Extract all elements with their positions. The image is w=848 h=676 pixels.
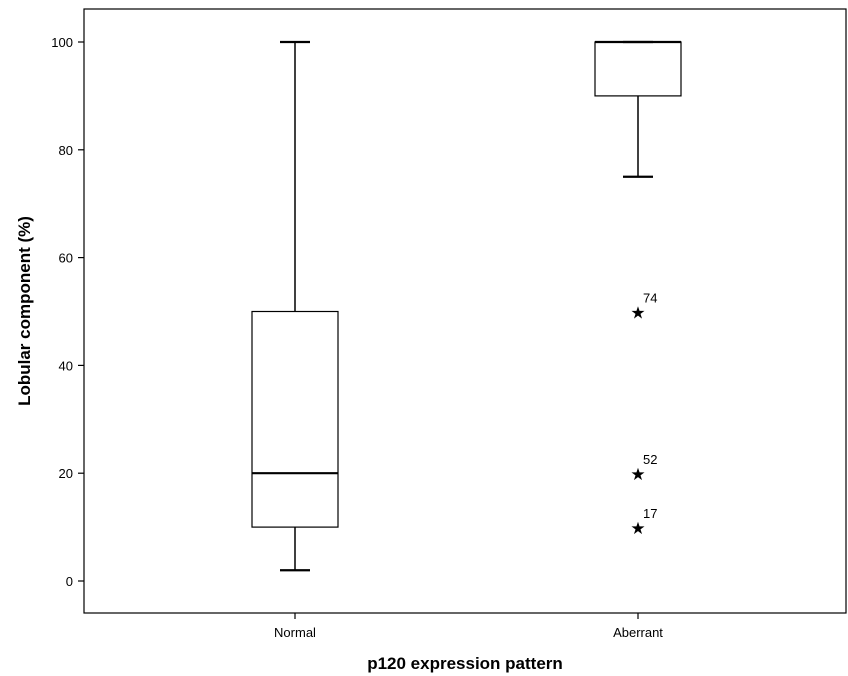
y-tick-label: 20 [59, 466, 73, 481]
outlier-label: 52 [643, 452, 657, 467]
x-tick-label: Normal [274, 625, 316, 640]
outlier-label: 74 [643, 291, 657, 306]
y-tick-label: 100 [51, 35, 73, 50]
y-tick-label: 0 [66, 574, 73, 589]
interquartile-box [252, 312, 338, 528]
y-axis-title: Lobular component (%) [15, 216, 34, 406]
y-tick-label: 40 [59, 358, 73, 373]
x-axis-title: p120 expression pattern [367, 654, 563, 673]
x-tick-label: Aberrant [613, 625, 663, 640]
outlier-star: ★ [630, 519, 645, 538]
x-axis: Normal Aberrant [274, 613, 663, 640]
boxes: ★74★52★17 [252, 42, 681, 570]
y-tick-label: 80 [59, 143, 73, 158]
outlier-star: ★ [630, 465, 645, 484]
y-tick-label: 60 [59, 251, 73, 266]
outlier-label: 17 [643, 506, 657, 521]
box-normal [252, 42, 338, 570]
y-axis: 0 20 40 60 80 100 [51, 35, 84, 589]
outlier-star: ★ [630, 304, 645, 323]
box-aberrant: ★74★52★17 [595, 42, 681, 538]
interquartile-box [595, 42, 681, 96]
plot-frame [84, 9, 846, 613]
